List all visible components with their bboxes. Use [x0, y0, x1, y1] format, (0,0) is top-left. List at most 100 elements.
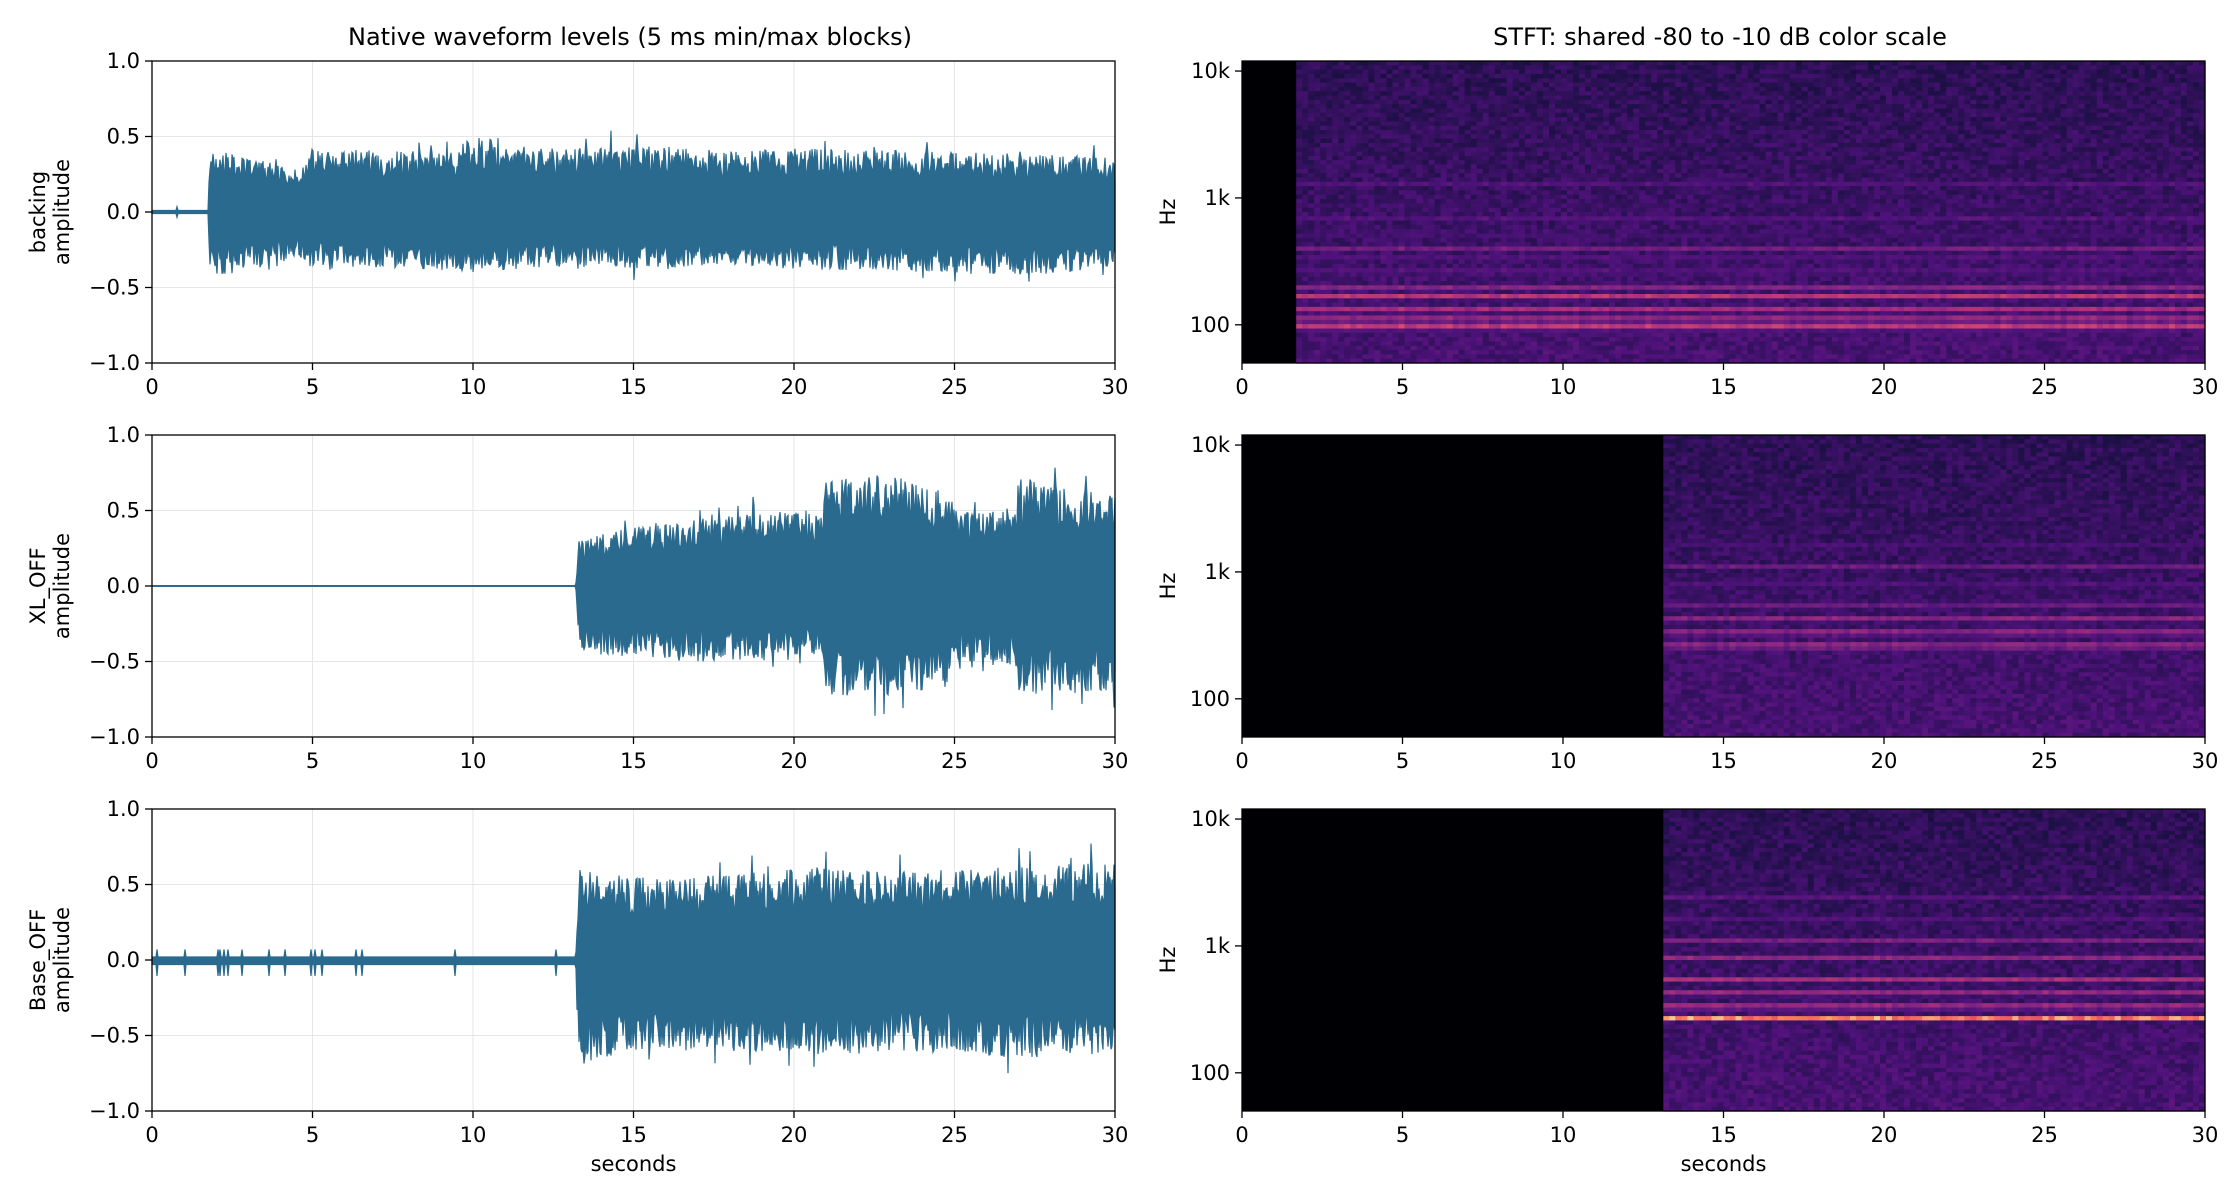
spectrogram-cell	[1579, 272, 1586, 278]
spectrogram-cell	[1362, 86, 1369, 92]
spectrogram-cell	[1302, 341, 1309, 347]
spectrogram-cell	[1555, 130, 1562, 135]
spectrogram-cell	[1561, 311, 1568, 317]
spectrogram-cell	[1344, 147, 1351, 153]
spectrogram-cell	[1687, 73, 1694, 79]
spectrogram-cell	[1500, 186, 1508, 191]
spectrogram-cell	[1687, 143, 1694, 148]
spectrogram-cell	[1356, 224, 1363, 230]
spectrogram-cell	[1561, 294, 1568, 299]
spectrogram-cell	[1410, 143, 1418, 148]
spectrogram-cell	[1374, 229, 1381, 235]
spectrogram-cell	[1440, 147, 1448, 153]
spectrogram-cell	[1470, 203, 1478, 209]
spectrogram-cell	[1326, 281, 1333, 286]
spectrogram-cell	[1446, 272, 1454, 278]
spectrogram-cell	[1458, 328, 1466, 334]
spectrogram-cell	[1711, 306, 1719, 312]
spectrogram-cell	[1458, 138, 1466, 144]
spectrogram-cell	[1332, 147, 1339, 153]
spectrogram-cell	[1639, 160, 1646, 166]
spectrogram-cell	[1591, 61, 1598, 66]
spectrogram-cell	[1669, 203, 1676, 209]
spectrogram-cell	[1657, 65, 1664, 71]
spectrogram-cell	[1440, 190, 1448, 196]
spectrogram-cell	[1555, 78, 1562, 84]
spectrogram-cell	[1356, 350, 1363, 355]
spectrogram-cell	[1639, 177, 1646, 183]
spectrogram-cell	[1609, 281, 1616, 286]
spectrogram-cell	[1536, 345, 1544, 351]
spectrogram-cell	[1314, 345, 1321, 351]
spectrogram-cell	[1591, 203, 1598, 209]
spectrogram-cell	[1326, 207, 1333, 213]
spectrogram-cell	[1573, 250, 1580, 256]
spectrogram-cell	[1398, 173, 1406, 179]
spectrogram-cell	[1512, 104, 1520, 109]
spectrogram-cell	[1518, 255, 1526, 260]
spectrogram-cell	[1663, 164, 1670, 170]
spectrogram-cell	[1663, 117, 1670, 122]
spectrogram-cell	[1422, 181, 1430, 187]
spectrogram-cell	[1585, 285, 1592, 291]
spectrogram-cell	[1687, 358, 1694, 364]
spectrogram-cell	[1518, 82, 1526, 88]
spectrogram-cell	[1663, 298, 1670, 304]
spectrogram-cell	[1717, 138, 1725, 144]
spectrogram-cell	[1675, 160, 1682, 166]
spectrogram-cell	[1482, 294, 1490, 299]
spectrogram-cell	[1332, 82, 1339, 88]
spectrogram-cell	[1530, 212, 1538, 217]
spectrogram-cell	[1711, 143, 1719, 148]
spectrogram-cell	[1693, 82, 1700, 88]
spectrogram-cell	[1320, 117, 1327, 122]
spectrogram-cell	[1392, 181, 1400, 187]
spectrogram-cell	[1573, 65, 1580, 71]
spectrogram-cell	[1705, 95, 1712, 101]
spectrogram-cell	[1555, 125, 1562, 131]
spectrogram-cell	[1627, 289, 1634, 295]
spectrogram-cell	[1488, 78, 1496, 84]
spectrogram-cell	[1717, 168, 1725, 174]
spectrogram-cell	[1326, 164, 1333, 170]
spectrogram-cell	[1597, 65, 1604, 71]
spectrogram-cell	[1615, 306, 1622, 312]
spectrogram-cell	[1549, 181, 1556, 187]
spectrogram-cell	[1470, 220, 1478, 226]
spectrogram-cell	[1621, 276, 1628, 282]
spectrogram-cell	[1705, 216, 1712, 222]
spectrogram-cell	[1434, 246, 1442, 252]
spectrogram-cell	[1362, 125, 1369, 131]
spectrogram-cell	[1663, 168, 1670, 174]
spectrogram-cell	[1555, 237, 1562, 243]
spectrogram-cell	[1494, 91, 1502, 97]
spectrogram-cell	[1621, 91, 1628, 97]
spectrogram-cell	[1675, 181, 1682, 187]
spectrogram-cell	[1308, 104, 1315, 109]
spectrogram-cell	[1627, 69, 1634, 75]
spectrogram-cell	[1476, 134, 1484, 140]
spectrogram-cell	[1458, 246, 1466, 252]
spectrogram-cell	[1579, 160, 1586, 166]
spectrogram-cell	[1536, 337, 1544, 342]
spectrogram-cell	[1314, 328, 1321, 334]
spectrogram-cell	[1555, 190, 1562, 196]
spectrogram-cell	[1362, 194, 1369, 200]
spectrogram-cell	[1344, 130, 1351, 135]
spectrogram-cell	[1434, 289, 1442, 295]
spectrogram-cell	[1320, 164, 1327, 170]
spectrogram-cell	[1609, 259, 1616, 265]
spectrogram-cell	[1308, 130, 1315, 135]
spectrogram-cell	[1530, 65, 1538, 71]
spectrogram-cell	[1356, 341, 1363, 347]
spectrogram-cell	[1579, 268, 1586, 273]
spectrogram-cell	[1302, 108, 1309, 114]
spectrogram-cell	[1332, 345, 1339, 351]
spectrogram-cell	[1404, 302, 1412, 308]
spectrogram-cell	[1356, 181, 1363, 187]
spectrogram-cell	[1681, 160, 1688, 166]
spectrogram-cell	[1705, 125, 1712, 131]
spectrogram-cell	[1681, 121, 1688, 127]
spectrogram-cell	[1621, 78, 1628, 84]
spectrogram-cell	[1633, 345, 1640, 351]
